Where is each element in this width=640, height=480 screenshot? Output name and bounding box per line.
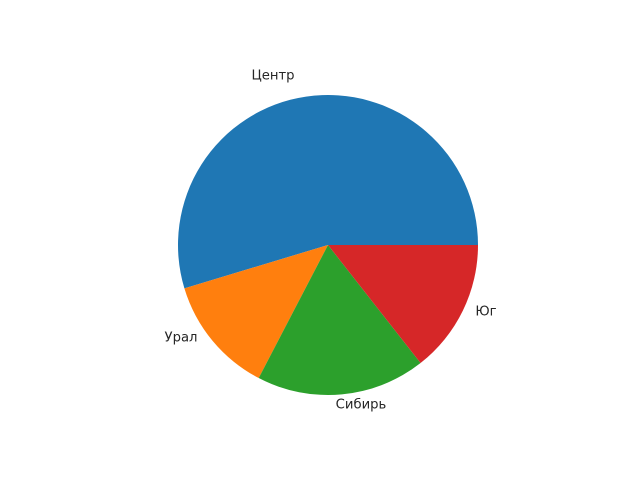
pie-slice-label: Сибирь [335,397,387,413]
pie-wedge[interactable] [328,245,478,364]
pie-slice-label: Центр [251,68,295,84]
pie-slice-label: Урал [164,330,198,346]
pie-wedge[interactable] [258,245,421,395]
pie-slice-label: Юг [475,304,497,320]
pie-wedge[interactable] [178,95,478,289]
pie-wedge-group [178,95,478,395]
pie-wedge[interactable] [184,245,328,379]
